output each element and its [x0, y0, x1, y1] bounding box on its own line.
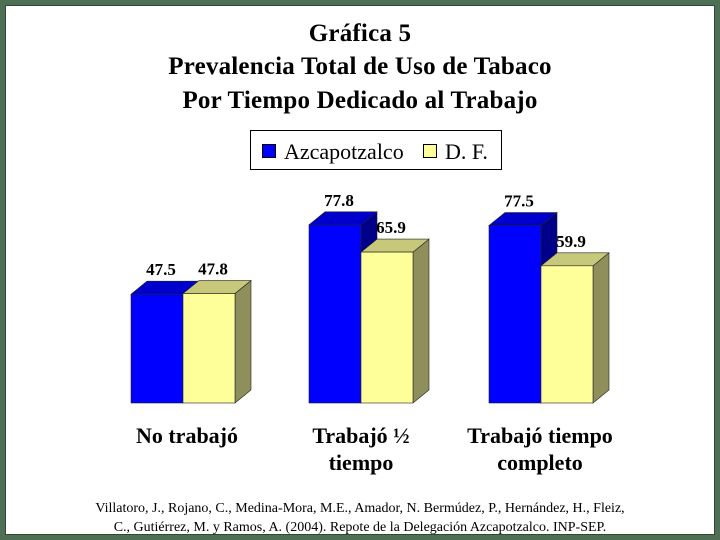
source-line-1: Villatoro, J., Rojano, C., Medina-Mora, … — [95, 501, 625, 516]
legend-label-df: D. F. — [445, 139, 488, 164]
category-label-no-trabajo: No trabajó — [87, 422, 287, 449]
data-label-df-1: 65.9 — [376, 218, 406, 237]
data-label-azcapotzalco-2: 77.5 — [504, 192, 534, 211]
category-label-line: tiempo — [328, 450, 394, 475]
bar-azcapotzalco-0 — [130, 293, 184, 404]
data-label-azcapotzalco-0: 47.5 — [146, 260, 176, 279]
bar-side-df-0 — [234, 279, 252, 404]
data-label-df-2: 59.9 — [556, 232, 586, 251]
legend-swatch-df — [423, 144, 437, 158]
category-label-line: No trabajó — [135, 423, 239, 448]
category-label-medio-tiempo: Trabajó ½ tiempo — [261, 422, 461, 476]
category-label-tiempo-completo: Trabajó tiempo completo — [440, 422, 640, 476]
source-citation: Villatoro, J., Rojano, C., Medina-Mora, … — [6, 499, 714, 537]
bar-side-df-1 — [412, 238, 430, 404]
legend-label-azcapotzalco: Azcapotzalco — [284, 139, 404, 164]
slide: Gráfica 5 Prevalencia Total de Uso de Ta… — [5, 5, 715, 535]
category-label-line: completo — [497, 450, 583, 475]
category-label-line: Trabajó tiempo — [467, 423, 613, 448]
category-label-line: Trabajó ½ — [312, 423, 410, 448]
bar-azcapotzalco-2 — [488, 225, 542, 404]
chart-title-line-1: Gráfica 5 — [308, 20, 412, 47]
bar-chart: 47.5 47.8 77.8 65.9 77.5 59.9 — [130, 191, 610, 404]
chart-title-line-2: Prevalencia Total de Uso de Tabaco — [168, 53, 552, 80]
data-label-azcapotzalco-1: 77.8 — [324, 191, 354, 210]
chart-title-line-3: Por Tiempo Dedicado al Trabajo — [182, 87, 538, 114]
source-line-2: C., Gutiérrez, M. y Ramos, A. (2004). Re… — [113, 520, 607, 535]
legend-swatch-azcapotzalco — [262, 144, 276, 158]
bar-df-0 — [182, 293, 236, 404]
bar-df-1 — [360, 251, 414, 404]
data-label-df-0: 47.8 — [198, 260, 228, 279]
bar-df-2 — [540, 265, 594, 404]
legend: Azcapotzalco D. F. — [250, 130, 502, 170]
bar-side-df-2 — [592, 252, 610, 404]
bar-azcapotzalco-1 — [308, 224, 362, 404]
